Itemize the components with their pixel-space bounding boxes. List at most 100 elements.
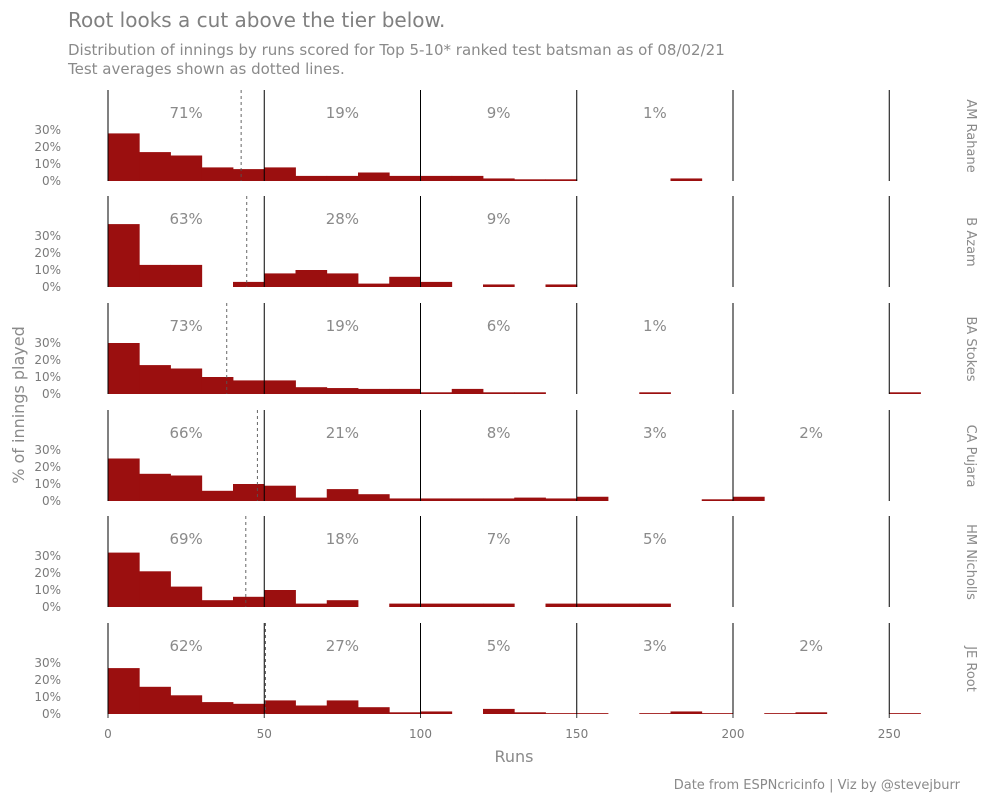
bar bbox=[389, 498, 421, 501]
bar bbox=[514, 392, 546, 394]
chart-title: Root looks a cut above the tier below. bbox=[68, 8, 445, 32]
bar bbox=[201, 702, 234, 714]
facet-label: HM Nicholls bbox=[963, 524, 978, 600]
x-axis-label: Runs bbox=[494, 747, 533, 766]
bar bbox=[108, 552, 140, 607]
y-tick-label: 30% bbox=[34, 443, 61, 457]
bar bbox=[389, 175, 421, 181]
bar bbox=[639, 603, 671, 607]
y-tick-label: 30% bbox=[34, 229, 61, 243]
bar bbox=[420, 498, 453, 501]
bar bbox=[295, 497, 328, 501]
bar bbox=[483, 603, 515, 607]
tier-percent-label: 7% bbox=[487, 530, 511, 548]
chart-subtitle-line-2: Test averages shown as dotted lines. bbox=[67, 60, 345, 78]
tier-percent-label: 5% bbox=[487, 637, 511, 655]
tier-percent-label: 2% bbox=[799, 637, 823, 655]
bar bbox=[326, 175, 359, 181]
y-tick-label: 20% bbox=[34, 353, 61, 367]
x-tick-label: 0 bbox=[104, 727, 112, 741]
y-tick-label: 10% bbox=[34, 477, 61, 491]
bar bbox=[483, 498, 515, 501]
bar bbox=[233, 484, 265, 501]
bar bbox=[201, 167, 234, 181]
bar bbox=[233, 169, 265, 181]
y-tick-label: 20% bbox=[34, 246, 61, 260]
y-tick-label: 0% bbox=[42, 494, 61, 508]
tier-percent-label: 1% bbox=[643, 104, 667, 122]
tier-percent-label: 3% bbox=[643, 637, 667, 655]
bar bbox=[108, 458, 140, 501]
y-tick-label: 20% bbox=[34, 460, 61, 474]
bar bbox=[545, 713, 578, 714]
facet-label: AM Rahane bbox=[963, 99, 978, 172]
bar bbox=[233, 596, 265, 607]
x-tick-label: 100 bbox=[409, 727, 432, 741]
bar bbox=[389, 712, 421, 714]
tier-percent-label: 69% bbox=[169, 530, 202, 548]
bar bbox=[483, 392, 515, 394]
bar bbox=[139, 264, 171, 287]
tier-percent-label: 63% bbox=[169, 210, 202, 228]
x-axis: 0 50 100 150 200 250 bbox=[104, 714, 901, 741]
bar bbox=[358, 388, 390, 394]
bar bbox=[701, 713, 734, 714]
bar bbox=[545, 284, 578, 287]
y-tick-label: 0% bbox=[42, 280, 61, 294]
y-tick-label: 30% bbox=[34, 123, 61, 137]
panel-5: 62% 27% 5% 3% 2% 0% 10% 20% 30% JE Root bbox=[34, 623, 978, 721]
bar bbox=[170, 586, 203, 607]
y-tick-label: 20% bbox=[34, 673, 61, 687]
tier-percent-label: 1% bbox=[643, 317, 667, 335]
bar bbox=[451, 388, 484, 394]
bar bbox=[514, 712, 546, 714]
bar bbox=[795, 712, 828, 714]
bar bbox=[108, 343, 140, 394]
panel-0: 71% 19% 9% 1% 0% 10% 20% 30% AM Rahane bbox=[34, 90, 978, 188]
panel-3: 66% 21% 8% 3% 2% 0% 10% 20% 30% CA Pujara bbox=[34, 410, 978, 508]
bar bbox=[639, 392, 671, 394]
bar bbox=[451, 498, 484, 501]
bar bbox=[451, 603, 484, 607]
panel-4: 69% 18% 7% 5% 0% 10% 20% 30% HM Nicholls bbox=[34, 516, 978, 614]
tier-percent-label: 2% bbox=[799, 424, 823, 442]
bar bbox=[545, 179, 578, 181]
bar bbox=[139, 686, 171, 714]
bar bbox=[264, 485, 296, 501]
facet-label: B Azam bbox=[963, 217, 978, 266]
bar bbox=[701, 499, 734, 501]
bar bbox=[326, 700, 359, 714]
y-tick-label: 10% bbox=[34, 263, 61, 277]
tier-percent-label: 18% bbox=[326, 530, 359, 548]
panel-2: 73% 19% 6% 1% 0% 10% 20% 30% BA Stokes bbox=[34, 303, 978, 401]
bar bbox=[326, 489, 359, 501]
tier-percent-label: 19% bbox=[326, 317, 359, 335]
y-tick-label: 0% bbox=[42, 707, 61, 721]
bar bbox=[733, 496, 765, 501]
bar bbox=[389, 388, 421, 394]
bar bbox=[514, 497, 546, 501]
y-tick-label: 20% bbox=[34, 140, 61, 154]
bar bbox=[139, 571, 171, 607]
x-tick-label: 200 bbox=[722, 727, 745, 741]
bar bbox=[139, 473, 171, 501]
y-tick-label: 30% bbox=[34, 656, 61, 670]
bar bbox=[358, 494, 390, 501]
panel-1: 63% 28% 9% 0% 10% 20% 30% B Azam bbox=[34, 196, 978, 294]
bar bbox=[358, 172, 390, 181]
bar bbox=[670, 178, 703, 181]
tier-percent-label: 62% bbox=[169, 637, 202, 655]
tier-percent-label: 73% bbox=[169, 317, 202, 335]
bar bbox=[545, 603, 578, 607]
bar bbox=[326, 388, 359, 394]
tier-percent-label: 3% bbox=[643, 424, 667, 442]
bar bbox=[576, 713, 609, 714]
bar bbox=[264, 590, 296, 607]
bar bbox=[670, 711, 703, 714]
bar bbox=[264, 167, 296, 181]
bar bbox=[170, 475, 203, 501]
bar bbox=[483, 284, 515, 287]
bar bbox=[264, 273, 296, 287]
bar bbox=[233, 703, 265, 714]
bar bbox=[576, 603, 609, 607]
